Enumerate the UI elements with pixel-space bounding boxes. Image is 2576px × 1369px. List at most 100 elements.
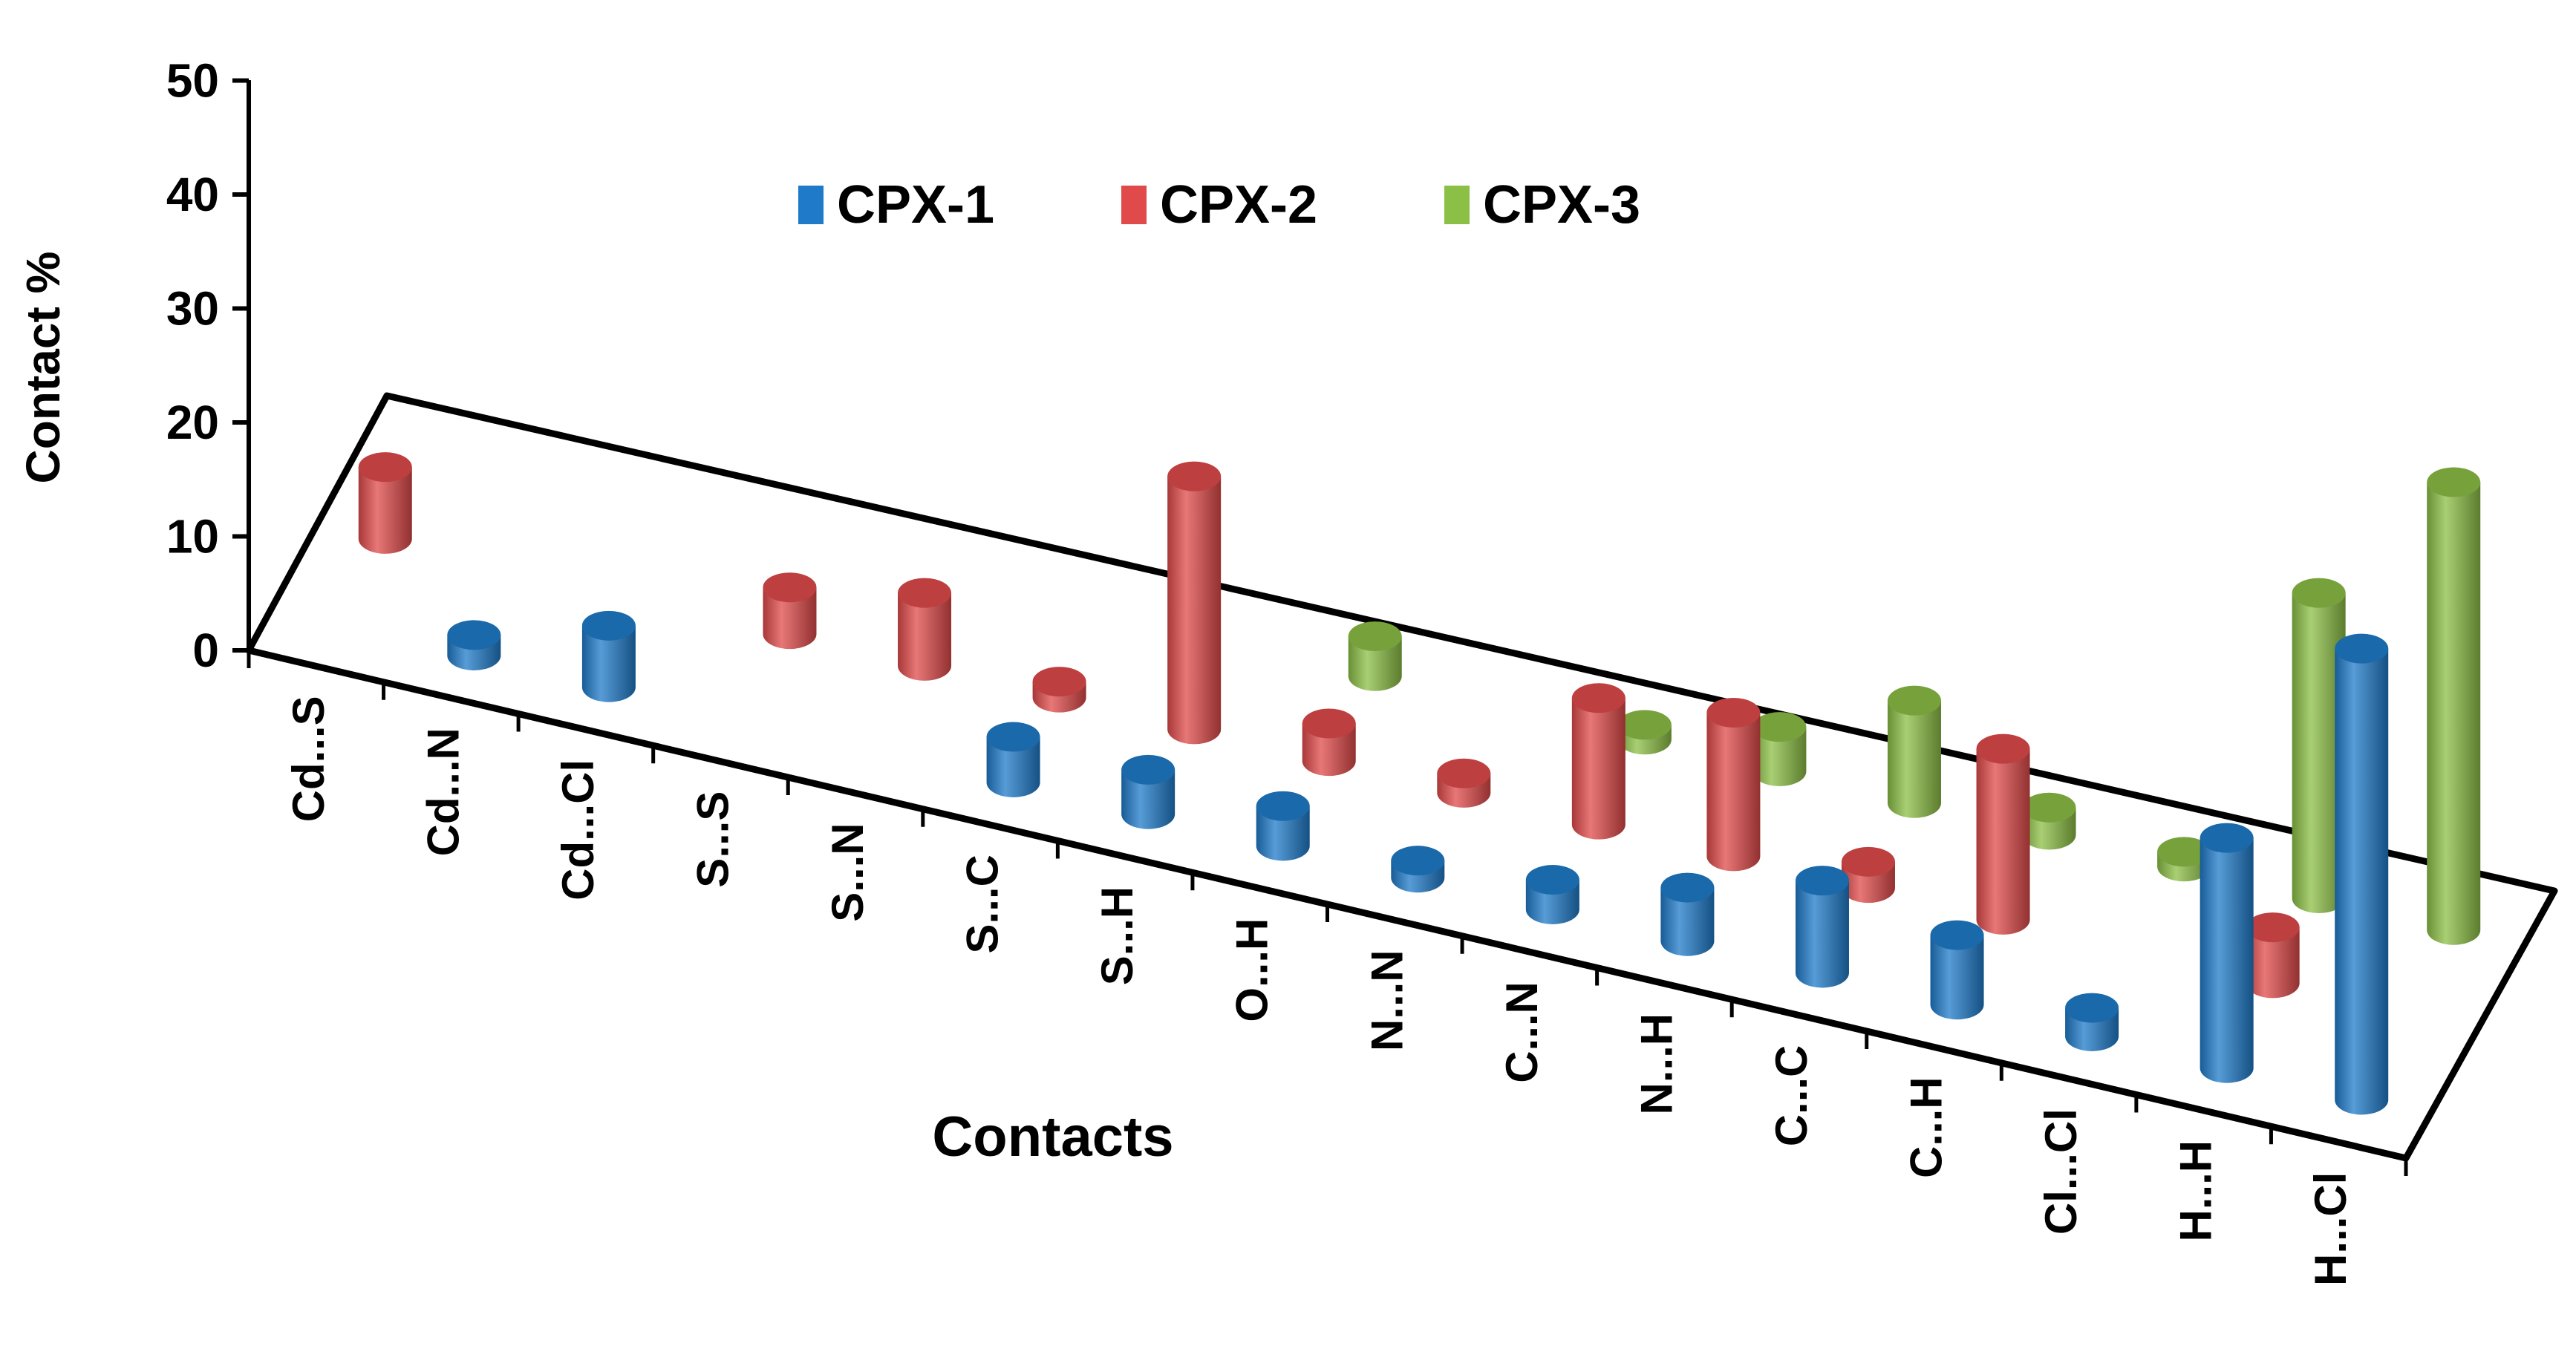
x-axis-title: Contacts <box>932 1105 1173 1169</box>
bar-top <box>2200 823 2254 853</box>
bar-top <box>763 572 817 603</box>
x-tick-label: S...S <box>688 791 737 888</box>
bar-top <box>1391 846 1445 876</box>
bar-cpx-3-cl-cl <box>2157 837 2211 882</box>
bar-top <box>1660 872 1715 903</box>
bar-body <box>2427 482 2481 945</box>
x-tick-label: S...H <box>1092 886 1142 985</box>
y-tick-label: 20 <box>166 396 219 449</box>
bar-cpx-2-n-h <box>1706 697 1761 872</box>
bar-cpx-3-c-n <box>1617 710 1672 755</box>
bar-body <box>986 736 1040 797</box>
x-tick-label: C...H <box>1902 1076 1951 1178</box>
bar-cpx-2-s-h <box>1167 461 1222 745</box>
bar-cpx-1-n-h <box>1660 872 1715 956</box>
bar-top <box>1525 865 1579 895</box>
bar-body <box>1660 887 1715 956</box>
bar-body <box>1795 880 1849 988</box>
bar-cpx-2-n-n <box>1437 758 1491 808</box>
x-tick-label: H...H <box>2171 1140 2221 1242</box>
bar-top <box>447 620 501 650</box>
bar-cpx-1-n-n <box>1391 846 1445 893</box>
bar-body <box>1167 476 1222 745</box>
bar-cpx-1-cd-cl <box>581 610 636 702</box>
bar-top <box>358 452 412 483</box>
bar-body <box>1706 712 1761 872</box>
y-tick-label: 10 <box>166 510 219 563</box>
bar-top <box>1302 708 1356 739</box>
legend-label: CPX-3 <box>1483 175 1640 235</box>
legend-item-cpx-2: CPX-2 <box>1121 175 1317 235</box>
y-tick-label: 40 <box>166 168 219 221</box>
bar-cpx-3-o-h <box>1348 621 1402 691</box>
bar-cpx-2-c-c <box>1841 846 1895 904</box>
bar-body <box>1976 748 2030 935</box>
bar-top <box>1706 697 1761 728</box>
bar-top <box>1121 754 1175 785</box>
bar-top <box>986 722 1040 752</box>
bar-cpx-2-c-h <box>1976 733 2030 935</box>
y-axis-title: Contact % <box>16 252 70 484</box>
bar-body <box>2200 837 2254 1083</box>
bar-top <box>2292 578 2346 608</box>
bar-body <box>1256 806 1310 861</box>
bar-cpx-2-s-s <box>763 572 817 650</box>
bar-top <box>2065 993 2119 1023</box>
bar-top <box>2427 467 2481 497</box>
x-tick-label: Cd...Cl <box>553 759 603 901</box>
bar-top <box>2246 912 2300 943</box>
bar-top <box>581 610 636 641</box>
legend: CPX-1 CPX-2 CPX-3 <box>798 175 1640 235</box>
bar-top <box>1571 683 1626 713</box>
bar-body <box>763 587 817 650</box>
bar-top <box>1348 621 1402 652</box>
bar-top <box>1032 667 1086 697</box>
bar-cpx-3-n-h <box>1752 712 1807 787</box>
x-tick-label: Cl...Cl <box>2036 1108 2086 1235</box>
x-tick-label: H...Cl <box>2306 1172 2355 1286</box>
bar-body <box>2335 648 2389 1115</box>
x-axis-ticks: Cd...S Cd...N Cd...Cl S...S S...N S...C S...H O… <box>247 650 2408 1286</box>
bar-cpx-1-cl-cl <box>2065 993 2119 1051</box>
bar-body <box>898 592 952 681</box>
x-tick-label: S...N <box>823 823 873 921</box>
bar-cpx-3-c-c <box>1887 685 1941 818</box>
bar-top <box>2335 633 2389 664</box>
bar-top <box>1437 758 1491 788</box>
bar-top <box>1617 710 1672 740</box>
x-tick-label: N...N <box>1362 950 1412 1051</box>
x-tick-label: Cd...S <box>284 696 333 822</box>
bar-body <box>1348 636 1402 691</box>
legend-swatch <box>1121 186 1147 224</box>
legend-swatch <box>1444 186 1470 224</box>
bar-body <box>1887 700 1941 818</box>
legend-item-cpx-3: CPX-3 <box>1444 175 1640 235</box>
bar-cpx-2-o-h <box>1302 708 1356 777</box>
bar-top <box>898 578 952 608</box>
bar-cpx-1-o-h <box>1256 791 1310 861</box>
bar-body <box>1571 698 1626 840</box>
bar-body <box>2292 592 2346 914</box>
legend-item-cpx-1: CPX-1 <box>798 175 994 235</box>
bar-body <box>2246 927 2300 999</box>
bar-cpx-2-c-n <box>1571 683 1626 840</box>
bar-body <box>1930 935 1984 1020</box>
bar-body <box>358 467 412 554</box>
bar-top <box>1887 685 1941 716</box>
y-tick-label: 0 <box>192 624 219 677</box>
bar-cpx-1-cd-n <box>447 620 501 670</box>
bar-body <box>1302 723 1356 777</box>
bar-top <box>1256 791 1310 821</box>
y-tick-label: 30 <box>166 282 219 336</box>
bar-layer <box>358 452 2481 1115</box>
bar-body <box>1752 727 1807 787</box>
x-tick-label: C...C <box>1767 1045 1816 1147</box>
bar-cpx-3-h-cl <box>2427 467 2481 945</box>
bar-cpx-2-cd-s <box>358 452 412 554</box>
y-tick-label: 50 <box>166 54 219 108</box>
bar-cpx-1-s-h <box>1121 754 1175 829</box>
bar-top <box>1841 846 1895 877</box>
x-tick-label: O...H <box>1227 918 1277 1022</box>
x-tick-label: C...N <box>1497 981 1547 1083</box>
